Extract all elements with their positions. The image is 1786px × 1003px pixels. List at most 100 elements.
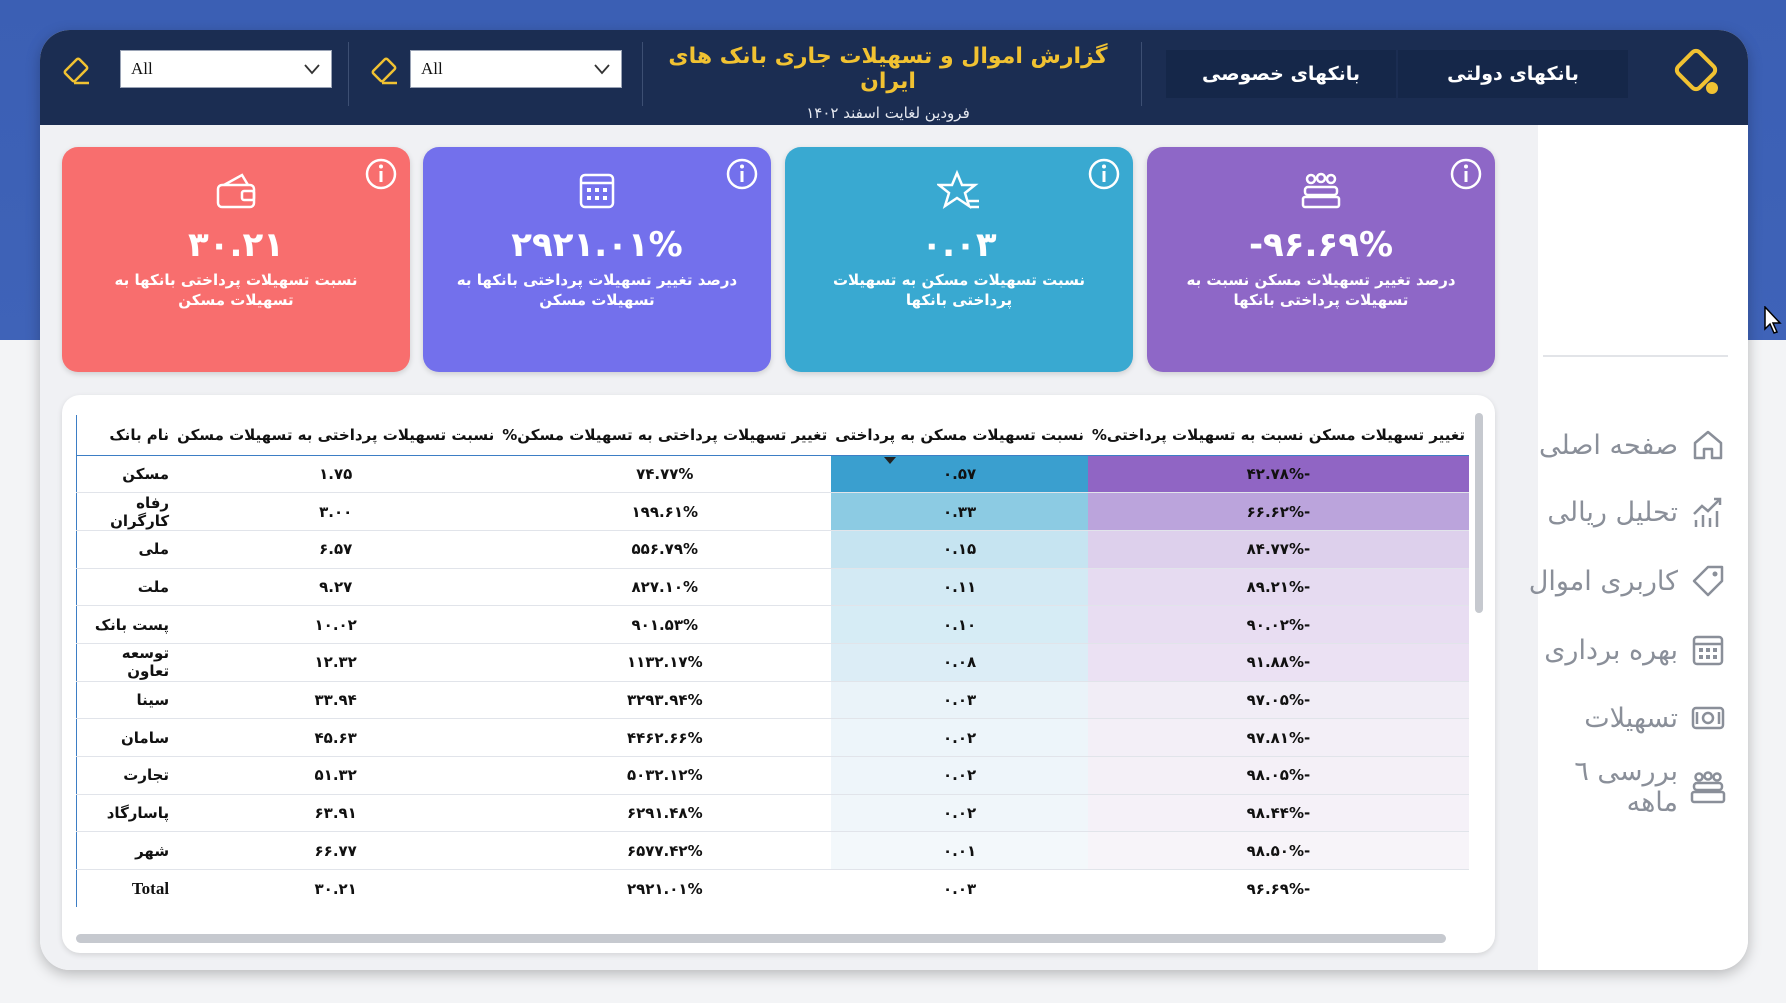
sidebar-item-asset-usage[interactable]: کاربری اموال: [1526, 556, 1726, 606]
header-divider: [348, 42, 349, 106]
table-row[interactable]: -۸۹.۲۱% ۰.۱۱ ۸۲۷.۱۰% ۹.۲۷ ملت: [76, 568, 1469, 607]
cell-paid-ratio: ۶۳.۹۱: [173, 794, 499, 833]
sidebar-item-label: بررسی ٦ ماهه: [1574, 756, 1678, 818]
sidebar-item-label: کاربری اموال: [1528, 565, 1678, 597]
cell-housing-change: -۹۰.۰۲%: [1087, 605, 1469, 644]
cell-bank-name: توسعه تعاون: [76, 643, 174, 682]
table-row[interactable]: -۹۰.۰۲% ۰.۱۰ ۹۰۱.۵۳% ۱۰.۰۲ پست بانک: [76, 605, 1469, 644]
cell-paid-ratio: ۶۶.۷۷: [173, 831, 499, 871]
cell-bank-name: رفاه کارگران: [76, 492, 174, 531]
cell-housing-change: -۴۲.۷۸%: [1087, 455, 1469, 494]
header-divider: [1141, 42, 1142, 106]
sidebar-item-facilities[interactable]: تسهیلات: [1526, 693, 1726, 743]
nav-private-banks-button[interactable]: بانکهای خصوصی: [1166, 50, 1396, 98]
cell-paid-change: ۱۱۳۲.۱۷%: [498, 643, 832, 682]
cell-bank-name: پست بانک: [76, 605, 174, 644]
report-title-block: گزارش اموال و تسهیلات جاری بانک های ایرا…: [653, 44, 1123, 122]
table-row[interactable]: -۹۸.۵۰% ۰.۰۱ ۶۵۷۷.۴۲% ۶۶.۷۷ شهر: [76, 831, 1469, 871]
header-divider: [642, 42, 643, 106]
sidebar-item-label: بهره برداری: [1544, 634, 1678, 666]
kpi-card-housing-change: -۹۶.۶۹% درصد تغییر تسهیلات مسکن نسبت به …: [1147, 147, 1495, 372]
cell-bank-name: ملی: [76, 530, 174, 569]
sort-descending-icon[interactable]: [884, 457, 896, 465]
info-icon[interactable]: [1449, 157, 1483, 191]
sidebar-item-six-month-review[interactable]: بررسی ٦ ماهه: [1526, 756, 1726, 818]
table-header-row: تغییر تسهیلات مسکن نسبت به تسهیلات پرداخ…: [76, 415, 1469, 456]
cell-paid-change: ۳۲۹۳.۹۴%: [498, 681, 832, 720]
cell-paid-change: ۸۲۷.۱۰%: [498, 568, 832, 607]
logo-icon: [1674, 48, 1718, 94]
sidebar-divider: [1543, 355, 1728, 357]
sidebar-item-rial-analysis[interactable]: تحلیل ریالی: [1526, 487, 1726, 537]
cell-housing-change: -۶۶.۶۲%: [1087, 492, 1469, 531]
sidebar-item-home[interactable]: صفحه اصلی: [1526, 420, 1726, 470]
cell-housing-ratio: ۰.۰۲: [831, 718, 1088, 757]
calendar-icon: [579, 173, 615, 209]
bank-table: تغییر تسهیلات مسکن نسبت به تسهیلات پرداخ…: [76, 415, 1470, 908]
table-total-row: -۹۶.۶۹% ۰.۰۳ ۲۹۲۱.۰۱% ۳۰.۲۱ Total: [76, 869, 1470, 908]
cell-paid-ratio: ۱۰.۰۲: [173, 605, 499, 644]
filter-dropdown-value: All: [421, 59, 443, 78]
column-header-paid-ratio[interactable]: نسبت تسهیلات پرداختی به تسهیلات مسکن: [173, 415, 499, 456]
main-content: -۹۶.۶۹% درصد تغییر تسهیلات مسکن نسبت به …: [40, 125, 1538, 970]
vertical-scrollbar[interactable]: [1475, 413, 1483, 613]
kpi-label: درصد تغییر تسهیلات پرداختی بانکها به تسه…: [456, 271, 738, 309]
cell-housing-change: -۹۶.۶۹%: [1246, 879, 1311, 898]
cell-bank-name: مسکن: [76, 455, 174, 494]
filter-dropdown-1[interactable]: All: [120, 50, 332, 88]
table-row[interactable]: -۹۸.۴۴% ۰.۰۲ ۶۲۹۱.۴۸% ۶۳.۹۱ پاسارگاد: [76, 794, 1469, 833]
eraser-icon[interactable]: [62, 56, 92, 86]
cell-housing-ratio: ۰.۰۲: [831, 794, 1088, 833]
cell-paid-ratio: ۳.۰۰: [173, 492, 499, 531]
nav-gov-banks-button[interactable]: بانکهای دولتی: [1398, 50, 1628, 98]
kpi-label: درصد تغییر تسهیلات مسکن نسبت به تسهیلات …: [1186, 271, 1456, 309]
cell-housing-ratio: ۰.۰۸: [831, 643, 1088, 682]
wallet-icon: [216, 173, 256, 209]
page-subtitle: فرودین لغایت اسفند ۱۴۰۲: [806, 104, 970, 122]
cell-bank-name: ملت: [76, 568, 174, 607]
kpi-value: ۳۰.۲۱: [188, 225, 284, 265]
table-row[interactable]: -۶۶.۶۲% ۰.۳۳ ۱۹۹.۶۱% ۳.۰۰ رفاه کارگران: [76, 492, 1469, 531]
cell-housing-ratio: ۰.۵۷: [831, 455, 1088, 494]
info-icon[interactable]: [725, 157, 759, 191]
eraser-icon[interactable]: [370, 56, 400, 86]
filter-dropdown-value: All: [131, 59, 153, 78]
people-icon: [1690, 771, 1726, 804]
table-row[interactable]: -۹۷.۸۱% ۰.۰۲ ۴۴۶۲.۶۶% ۴۵.۶۳ سامان: [76, 718, 1469, 757]
cell-bank-name: شهر: [76, 831, 174, 871]
info-icon[interactable]: [1087, 157, 1121, 191]
sidebar-item-exploitation[interactable]: بهره برداری: [1526, 625, 1726, 675]
cell-housing-ratio: ۰.۱۰: [831, 605, 1088, 644]
column-header-housing-change[interactable]: تغییر تسهیلات مسکن نسبت به تسهیلات پرداخ…: [1087, 415, 1469, 456]
sidebar: صفحه اصلی تحلیل ریالی کاربری اموال بهره …: [1529, 125, 1748, 970]
people-icon: [1301, 172, 1341, 209]
cell-housing-ratio: ۰.۰۱: [831, 831, 1088, 871]
cell-housing-change: -۹۷.۸۱%: [1087, 718, 1469, 757]
info-icon[interactable]: [364, 157, 398, 191]
cell-housing-ratio: ۰.۰۳: [831, 681, 1088, 720]
cell-paid-ratio: ۹.۲۷: [173, 568, 499, 607]
cell-housing-ratio: ۰.۰۲: [831, 756, 1088, 795]
kpi-card-housing-ratio: ۰.۰۳ نسبت تسهیلات مسکن به تسهیلات پرداخت…: [785, 147, 1133, 372]
column-header-housing-ratio[interactable]: نسبت تسهیلات مسکن به پرداختی: [831, 415, 1088, 456]
kpi-card-paid-ratio: ۳۰.۲۱ نسبت تسهیلات پرداختی بانکها به تسه…: [62, 147, 410, 372]
cell-housing-ratio: ۰.۰۳: [942, 879, 977, 898]
kpi-value: -۹۶.۶۹%: [1248, 225, 1394, 265]
table-row[interactable]: -۹۸.۰۵% ۰.۰۲ ۵۰۳۲.۱۲% ۵۱.۳۲ تجارت: [76, 756, 1469, 795]
filter-dropdown-2[interactable]: All: [410, 50, 622, 88]
table-row[interactable]: -۹۷.۰۵% ۰.۰۳ ۳۲۹۳.۹۴% ۳۳.۹۴ سینا: [76, 681, 1469, 720]
cell-paid-change: ۵۵۶.۷۹%: [498, 530, 832, 569]
cell-paid-ratio: ۳۳.۹۴: [173, 681, 499, 720]
cell-paid-ratio: ۳۰.۲۱: [314, 879, 357, 898]
dashboard-frame: بانکهای دولتی بانکهای خصوصی گزارش اموال …: [40, 30, 1748, 970]
cell-paid-ratio: ۶.۵۷: [173, 530, 499, 569]
column-header-paid-change[interactable]: تغییر تسهیلات پرداختی به تسهیلات مسکن%: [498, 415, 832, 456]
column-header-bank-name[interactable]: نام بانک: [76, 415, 174, 456]
table-row[interactable]: -۴۲.۷۸% ۰.۵۷ ۷۴.۷۷% ۱.۷۵ مسکن: [76, 455, 1469, 494]
chart-icon: [1693, 497, 1722, 527]
cell-housing-ratio: ۰.۳۳: [831, 492, 1088, 531]
horizontal-scrollbar[interactable]: [76, 934, 1446, 943]
table-row[interactable]: -۹۱.۸۸% ۰.۰۸ ۱۱۳۲.۱۷% ۱۲.۳۲ توسعه تعاون: [76, 643, 1469, 682]
cell-paid-change: ۱۹۹.۶۱%: [498, 492, 832, 531]
table-row[interactable]: -۸۴.۷۷% ۰.۱۵ ۵۵۶.۷۹% ۶.۵۷ ملی: [76, 530, 1469, 569]
